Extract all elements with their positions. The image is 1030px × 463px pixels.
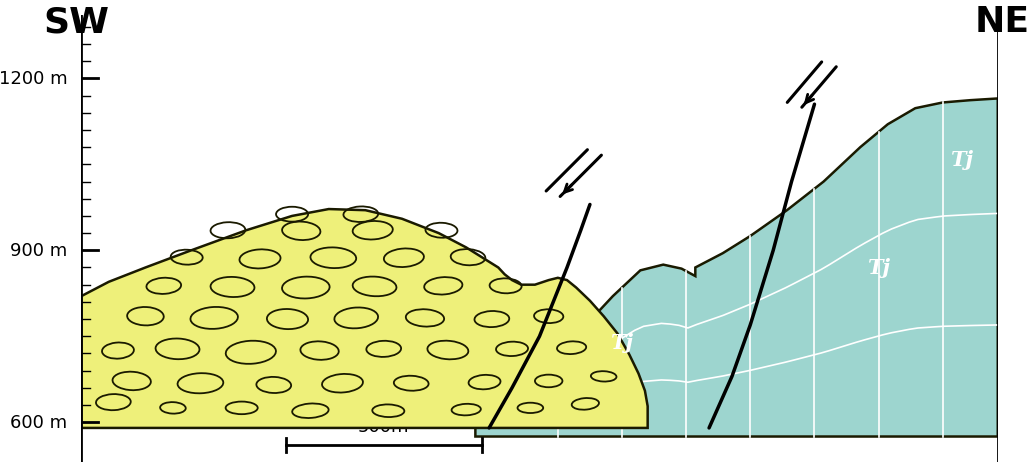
Polygon shape	[476, 99, 998, 437]
Text: Tj: Tj	[867, 258, 890, 278]
Text: 500m: 500m	[358, 417, 410, 435]
Text: SW: SW	[43, 5, 110, 39]
Polygon shape	[81, 210, 648, 428]
Text: Tj: Tj	[950, 149, 972, 169]
Text: Tj: Tj	[611, 332, 633, 352]
Text: 900 m: 900 m	[10, 242, 68, 260]
Text: 600 m: 600 m	[10, 413, 68, 431]
Text: 1200 m: 1200 m	[0, 70, 68, 88]
Text: NE: NE	[974, 5, 1030, 39]
